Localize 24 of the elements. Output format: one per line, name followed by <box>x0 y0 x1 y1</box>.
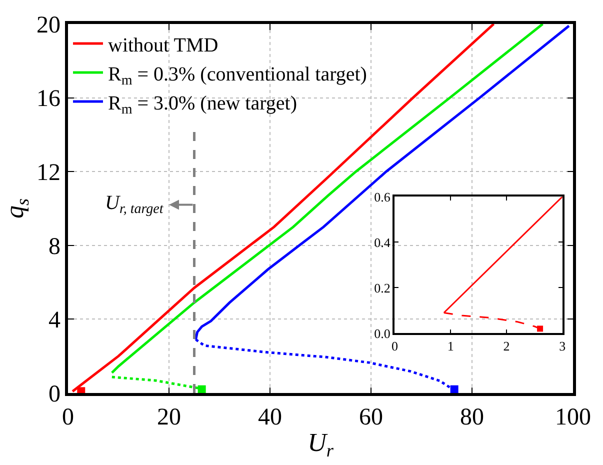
x-tick-label: 2 <box>503 338 510 354</box>
x-tick-label: 100 <box>555 404 591 431</box>
y-tick-label: 0.0 <box>374 326 390 341</box>
y-tick-label: 4 <box>48 308 60 334</box>
ref-line-label: U$_{r, target}$ <box>105 192 164 218</box>
y-tick-label: 16 <box>36 86 60 112</box>
x-tick-label: 40 <box>258 404 282 431</box>
y-tick-label: 8 <box>48 234 60 260</box>
legend-label: R$_{m}$ = 3.0% (new target) <box>108 92 297 118</box>
y-tick-label: 0.2 <box>374 280 390 296</box>
x-tick-label: 20 <box>157 404 181 431</box>
x-tick-label: 1 <box>447 338 454 354</box>
x-tick-label: 3 <box>559 338 566 354</box>
y-tick-label: 0.4 <box>374 234 391 250</box>
y-tick-label: 20 <box>36 12 60 38</box>
line-series <box>71 24 495 393</box>
y-tick-label: 0 <box>48 381 60 408</box>
y-tick-label: 12 <box>36 160 60 186</box>
x-axis-title: U$_{r}$ <box>308 428 334 461</box>
legend-label: R$_{m}$ = 0.3% (conventional target) <box>108 63 367 88</box>
x-tick-label: 80 <box>460 404 484 431</box>
legend-label: without TMD <box>108 34 218 56</box>
y-tick-label: 0.6 <box>374 189 391 204</box>
x-tick-label: 60 <box>359 404 383 431</box>
